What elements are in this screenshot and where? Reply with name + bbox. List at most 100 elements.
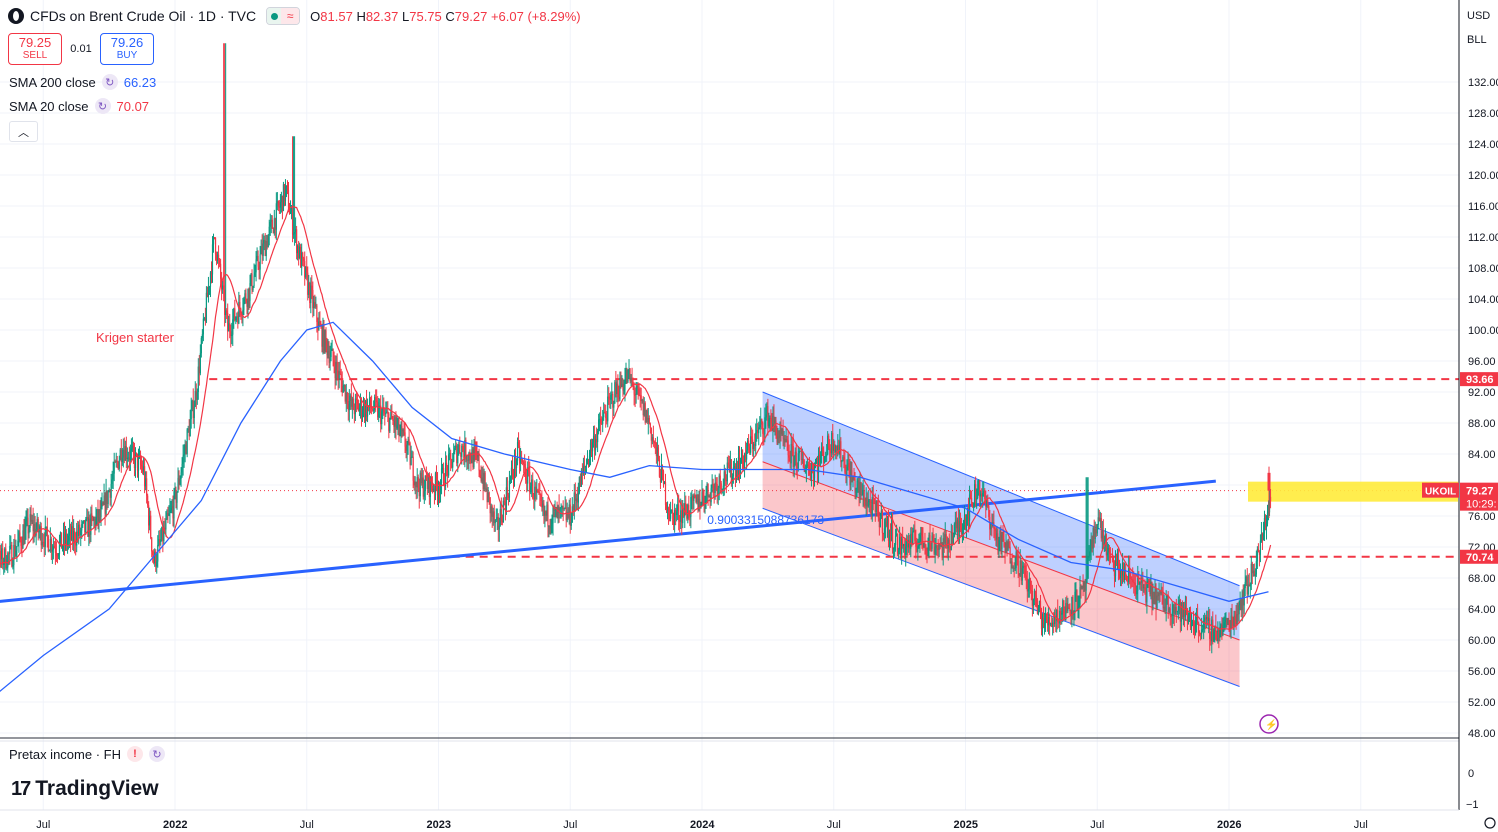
candle[interactable] xyxy=(1025,575,1027,579)
candle[interactable] xyxy=(896,533,899,554)
candle[interactable] xyxy=(537,490,539,492)
candle[interactable] xyxy=(848,463,850,469)
candle[interactable] xyxy=(1053,622,1055,624)
candle[interactable] xyxy=(1141,578,1143,583)
candle[interactable] xyxy=(599,418,601,420)
candle[interactable] xyxy=(361,413,364,417)
candle[interactable] xyxy=(706,483,708,494)
candle[interactable] xyxy=(836,446,838,450)
candle[interactable] xyxy=(1018,573,1020,576)
candle[interactable] xyxy=(557,506,559,519)
candle[interactable] xyxy=(1008,541,1010,548)
candle[interactable] xyxy=(89,518,91,535)
candle[interactable] xyxy=(701,492,703,505)
candle[interactable] xyxy=(592,435,595,443)
candle[interactable] xyxy=(616,383,618,395)
candle[interactable] xyxy=(457,452,459,464)
candle[interactable] xyxy=(1012,567,1014,569)
candle[interactable] xyxy=(31,519,33,522)
candle[interactable] xyxy=(440,468,443,484)
candle[interactable] xyxy=(1105,534,1107,556)
candle[interactable] xyxy=(234,308,236,321)
candle[interactable] xyxy=(636,385,638,394)
candle[interactable] xyxy=(792,445,794,467)
candle[interactable] xyxy=(1252,570,1254,574)
candle[interactable] xyxy=(131,445,134,449)
candle[interactable] xyxy=(33,524,35,532)
candle[interactable] xyxy=(718,475,720,489)
candle[interactable] xyxy=(1125,572,1127,577)
candle[interactable] xyxy=(1063,600,1065,618)
candle[interactable] xyxy=(382,407,384,412)
candle[interactable] xyxy=(480,474,482,482)
candle[interactable] xyxy=(136,453,139,471)
candle[interactable] xyxy=(338,371,340,379)
candle[interactable] xyxy=(752,439,754,450)
candle[interactable] xyxy=(1106,552,1108,556)
candle[interactable] xyxy=(1,548,3,560)
candle[interactable] xyxy=(949,546,951,551)
candle[interactable] xyxy=(778,436,780,439)
candle[interactable] xyxy=(70,529,72,541)
candle[interactable] xyxy=(800,450,802,461)
candle[interactable] xyxy=(121,457,123,462)
sma200-line[interactable] xyxy=(0,321,1269,710)
candle[interactable] xyxy=(285,185,288,187)
candle[interactable] xyxy=(37,518,39,533)
candle[interactable] xyxy=(881,510,883,534)
candle[interactable] xyxy=(741,449,744,460)
candle[interactable] xyxy=(142,466,145,472)
candle[interactable] xyxy=(1088,556,1090,558)
candle[interactable] xyxy=(1110,553,1113,555)
candle[interactable] xyxy=(786,439,788,441)
candle[interactable] xyxy=(824,456,826,463)
candle[interactable] xyxy=(472,449,474,468)
candle[interactable] xyxy=(237,316,239,324)
candle[interactable] xyxy=(446,462,448,467)
candle[interactable] xyxy=(411,456,413,458)
candle[interactable] xyxy=(91,513,93,517)
candle[interactable] xyxy=(418,487,420,497)
candle[interactable] xyxy=(160,540,162,543)
candle[interactable] xyxy=(404,432,406,447)
candle[interactable] xyxy=(864,505,866,507)
candle[interactable] xyxy=(699,499,701,509)
candle[interactable] xyxy=(785,439,787,443)
candle[interactable] xyxy=(739,462,742,475)
candle[interactable] xyxy=(943,538,945,544)
candle[interactable] xyxy=(793,455,795,467)
candle[interactable] xyxy=(981,493,983,497)
candle[interactable] xyxy=(319,321,321,326)
candle[interactable] xyxy=(593,435,596,451)
candle[interactable] xyxy=(303,258,305,262)
candle[interactable] xyxy=(93,519,95,521)
candle[interactable] xyxy=(669,509,672,519)
candle[interactable] xyxy=(988,506,990,518)
candle[interactable] xyxy=(1119,570,1122,578)
candle[interactable] xyxy=(484,472,486,490)
candle[interactable] xyxy=(618,397,620,400)
candle[interactable] xyxy=(901,538,903,555)
candle[interactable] xyxy=(38,531,40,533)
candle[interactable] xyxy=(1255,561,1257,575)
candle[interactable] xyxy=(267,235,269,248)
candle[interactable] xyxy=(167,513,169,516)
candle[interactable] xyxy=(648,417,650,424)
candle[interactable] xyxy=(331,348,333,352)
candle[interactable] xyxy=(1218,628,1220,638)
candle[interactable] xyxy=(860,482,862,496)
candle[interactable] xyxy=(1235,616,1237,625)
candle[interactable] xyxy=(1079,587,1081,606)
candle[interactable] xyxy=(456,445,458,464)
candle[interactable] xyxy=(1196,614,1199,623)
candle[interactable] xyxy=(653,441,655,443)
candle[interactable] xyxy=(519,458,522,464)
candle[interactable] xyxy=(895,533,898,536)
candle[interactable] xyxy=(586,459,589,465)
candle[interactable] xyxy=(18,532,20,541)
candle[interactable] xyxy=(932,535,934,541)
candle[interactable] xyxy=(626,373,628,382)
candle[interactable] xyxy=(815,462,818,464)
candle[interactable] xyxy=(634,394,636,396)
candle[interactable] xyxy=(292,233,295,235)
